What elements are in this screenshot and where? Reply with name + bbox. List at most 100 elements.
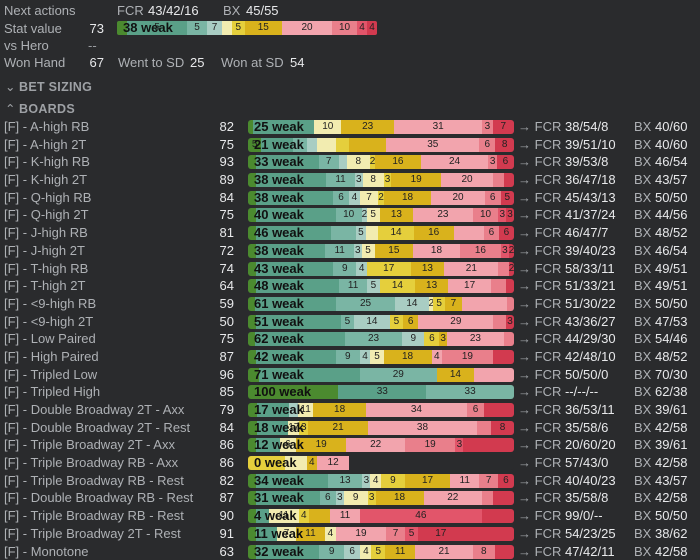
bar-segment bbox=[253, 120, 315, 134]
board-row[interactable]: [F] - K-high 2T 89 11 3 8 3 19 20 38 weak → FCR 3… bbox=[0, 171, 700, 189]
fcr-label: FCR bbox=[534, 225, 562, 241]
board-distribution-bar[interactable]: 9 6 4 5 11 21 8 32 weak bbox=[248, 544, 514, 559]
bar-segment bbox=[222, 21, 232, 35]
bar-segment: 11 bbox=[339, 279, 368, 294]
board-distribution-bar[interactable]: 9 4 5 18 4 19 42 weak bbox=[248, 349, 514, 364]
board-distribution-bar[interactable]: 6 4 7 2 18 20 6 5 38 weak bbox=[248, 190, 514, 205]
board-distribution-bar[interactable]: 5 14 16 6 6 46 weak bbox=[248, 226, 514, 241]
weak-label: 21 weak bbox=[254, 137, 304, 152]
board-distribution-bar[interactable]: 9 4 17 13 21 2 43 weak bbox=[248, 261, 514, 276]
boards-section[interactable]: ⌃ BOARDS bbox=[5, 101, 75, 116]
board-distribution-bar[interactable]: 11 3 8 3 19 20 38 weak bbox=[248, 173, 514, 188]
stat-distribution-bar[interactable]: 5 5 7 5 15 20 10 4 4 38 weak bbox=[117, 21, 377, 35]
bar-segment: 3 bbox=[498, 208, 507, 223]
fcr-readout: → FCR 44/29/30 bbox=[518, 331, 616, 346]
board-distribution-bar[interactable]: 23 9 6 3 23 62 weak bbox=[248, 332, 514, 347]
bar-segment bbox=[261, 137, 294, 152]
board-row[interactable]: [F] - Double Broadway 2T - Rest 84 17 3 21 38… bbox=[0, 419, 700, 437]
bx-readout: BX 38/62 bbox=[634, 526, 688, 541]
bx-label: BX bbox=[634, 508, 652, 524]
bar-segment: 19 bbox=[404, 438, 456, 453]
board-row[interactable]: [F] - T-high RB 74 9 4 17 13 21 2 43 weak → FCR 5… bbox=[0, 260, 700, 278]
arrow-right-icon: → bbox=[518, 242, 531, 258]
board-stat-value: 82 bbox=[219, 472, 234, 488]
fcr-label: FCR bbox=[534, 331, 562, 347]
board-distribution-bar[interactable]: 6 3 9 3 18 22 31 weak bbox=[248, 491, 514, 506]
board-distribution-bar[interactable]: 33 33 100 weak bbox=[248, 385, 514, 400]
board-distribution-bar[interactable]: 17 3 21 38 8 18 weak bbox=[248, 420, 514, 435]
board-distribution-bar[interactable]: 10 2 5 13 23 10 3 3 40 weak bbox=[248, 208, 514, 223]
bar-segment: 4 bbox=[349, 190, 360, 205]
bar-segment: 18 bbox=[375, 491, 424, 506]
bar-segment: 4 bbox=[325, 526, 336, 541]
bar-segment bbox=[256, 544, 320, 559]
bx-value: 50/50 bbox=[654, 295, 688, 311]
bar-segment: 6 bbox=[466, 403, 485, 417]
board-distribution-bar[interactable]: 7 11 4 19 7 5 17 11 weak bbox=[248, 526, 514, 541]
board-row[interactable]: [F] - High Paired 87 9 4 5 18 4 19 42 weak → FCR … bbox=[0, 348, 700, 366]
board-row[interactable]: [F] - A-high RB 82 10 23 31 3 7 25 weak → FCR 38… bbox=[0, 118, 700, 136]
bx-label: BX bbox=[634, 119, 652, 134]
board-row[interactable]: [F] - Q-high 2T 75 10 2 5 13 23 10 3 3 40 weak → FC… bbox=[0, 206, 700, 224]
board-distribution-bar[interactable]: 11 3 5 15 18 16 3 2 38 weak bbox=[248, 243, 514, 258]
bar-segment bbox=[255, 208, 336, 223]
board-distribution-bar[interactable]: 11 18 34 6 17 weak bbox=[248, 403, 514, 417]
bet-sizing-section[interactable]: ⌄ BET SIZING bbox=[5, 79, 92, 94]
bx-value: 62/38 bbox=[654, 384, 688, 400]
board-stat-value: 79 bbox=[219, 402, 234, 417]
board-distribution-bar[interactable]: 6 19 22 19 3 12 weak bbox=[248, 438, 514, 453]
board-row[interactable]: [F] - Tripled Low 96 29 14 71 weak → FCR 50/5… bbox=[0, 366, 700, 384]
board-distribution-bar[interactable]: 7 8 2 16 24 3 6 33 weak bbox=[248, 155, 514, 170]
bar-segment: 6 bbox=[402, 314, 419, 329]
board-distribution-bar[interactable]: 5 35 6 8 21 weak bbox=[248, 137, 514, 152]
fcr-value: 20/60/20 bbox=[564, 437, 616, 453]
board-row[interactable]: [F] - Triple Broadway RB - Rest 82 13 3 4 9 17… bbox=[0, 472, 700, 490]
bx-readout: BX 49/51 bbox=[634, 261, 688, 276]
board-row[interactable]: [F] - J-high 2T 72 11 3 5 15 18 16 3 2 38 weak → FC… bbox=[0, 242, 700, 260]
bx-value: 48/52 bbox=[654, 225, 688, 241]
board-row[interactable]: [F] - <9-high 2T 50 5 14 5 6 29 3 51 weak → FCR 4… bbox=[0, 313, 700, 331]
board-row[interactable]: [F] - Double Broadway 2T - Axx 79 11 18 34 6 1… bbox=[0, 401, 700, 419]
board-row[interactable]: [F] - J-high RB 81 5 14 16 6 6 46 weak → FCR 46/… bbox=[0, 224, 700, 242]
board-row[interactable]: [F] - Triple Broadway RB - Axx 86 4 12 0 wea… bbox=[0, 454, 700, 472]
board-row[interactable]: [F] - Double Broadway RB - Rest 87 6 3 9 3 18 2… bbox=[0, 489, 700, 507]
board-distribution-bar[interactable]: 5 14 5 6 29 3 51 weak bbox=[248, 314, 514, 329]
board-row[interactable]: [F] - A-high 2T 75 5 35 6 8 21 weak → FCR 39/51… bbox=[0, 136, 700, 154]
fcr-label: FCR bbox=[534, 154, 562, 170]
bar-segment: 13 bbox=[379, 208, 414, 223]
board-distribution-bar[interactable]: 11 4 11 46 4 weak bbox=[248, 509, 514, 524]
board-row[interactable]: [F] - Tripled High 85 33 33 100 weak → FCR --… bbox=[0, 383, 700, 401]
board-row[interactable]: [F] - T-high 2T 64 11 5 14 13 17 48 weak → FCR 5… bbox=[0, 277, 700, 295]
fcr-readout: → FCR 36/47/18 bbox=[518, 172, 616, 187]
board-distribution-bar[interactable]: 29 14 71 weak bbox=[248, 367, 514, 382]
bar-segment: 33 bbox=[338, 385, 427, 400]
board-name: [F] - Double Broadway 2T - Rest bbox=[4, 419, 191, 435]
board-row[interactable]: [F] - Triple Broadway 2T - Rest 91 7 11 4 19 7… bbox=[0, 525, 700, 543]
bx-value: 38/62 bbox=[654, 525, 688, 541]
bar-segment: 6 bbox=[279, 438, 296, 453]
bar-segment bbox=[335, 137, 350, 152]
bar-segment: 12 bbox=[317, 456, 350, 471]
board-distribution-bar[interactable]: 10 23 31 3 7 25 weak bbox=[248, 120, 514, 134]
arrow-right-icon: → bbox=[518, 402, 531, 417]
board-row[interactable]: [F] - Triple Broadway RB - Rest 90 11 4 11 46… bbox=[0, 507, 700, 525]
fcr-value: 43/36/27 bbox=[564, 313, 616, 329]
bar-segment: 8 bbox=[495, 137, 514, 152]
bar-segment bbox=[504, 332, 514, 347]
board-row[interactable]: [F] - Q-high RB 84 6 4 7 2 18 20 6 5 38 weak → FCR … bbox=[0, 189, 700, 207]
bar-segment: 5 bbox=[500, 190, 514, 205]
bx-readout: BX 54/46 bbox=[634, 331, 688, 346]
board-distribution-bar[interactable]: 25 14 2 5 7 61 weak bbox=[248, 296, 514, 311]
board-row[interactable]: [F] - <9-high RB 59 25 14 2 5 7 61 weak → FCR 51… bbox=[0, 295, 700, 313]
bx-label: BX bbox=[634, 437, 652, 453]
board-row[interactable]: [F] - Monotone 63 9 6 4 5 11 21 8 32 weak → FCR 47… bbox=[0, 543, 700, 560]
board-row[interactable]: [F] - K-high RB 93 7 8 2 16 24 3 6 33 weak → FCR 3… bbox=[0, 153, 700, 171]
board-row[interactable]: [F] - Low Paired 75 23 9 6 3 23 62 weak → FCR 44… bbox=[0, 330, 700, 348]
board-row[interactable]: [F] - Triple Broadway 2T - Axx 86 6 19 22 19 3… bbox=[0, 436, 700, 454]
fcr-value: 51/30/22 bbox=[564, 295, 616, 311]
board-distribution-bar[interactable]: 4 12 0 weak bbox=[248, 456, 514, 471]
board-stat-value: 91 bbox=[219, 525, 234, 541]
board-distribution-bar[interactable]: 13 3 4 9 17 11 7 6 34 weak bbox=[248, 473, 514, 488]
bar-segment: 3 bbox=[335, 491, 344, 506]
board-distribution-bar[interactable]: 11 5 14 13 17 48 weak bbox=[248, 279, 514, 294]
